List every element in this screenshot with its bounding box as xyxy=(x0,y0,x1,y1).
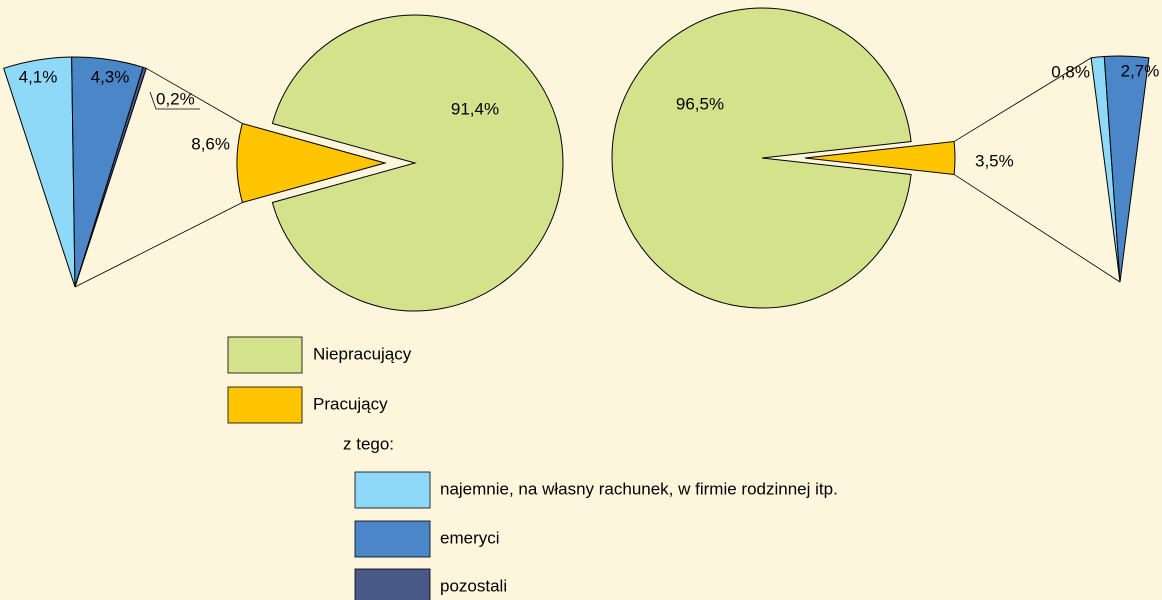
legend-label: Niepracujący xyxy=(313,344,412,363)
fan-label: 2,7% xyxy=(1121,61,1160,80)
label-leader xyxy=(149,91,200,110)
legend-label: pozostali xyxy=(440,576,507,595)
legend-swatch xyxy=(227,386,303,424)
pie-slice xyxy=(236,122,387,204)
legend-swatch xyxy=(354,520,431,558)
legend-label: emeryci xyxy=(440,528,500,547)
legend-swatch xyxy=(354,471,431,509)
fan-slice xyxy=(74,66,147,288)
fan-label: 0,2% xyxy=(156,89,195,108)
connector xyxy=(74,202,243,288)
pie-slice xyxy=(611,7,912,309)
pie-slice xyxy=(804,140,956,176)
legend-note: z tego: xyxy=(343,434,394,453)
legend-swatch xyxy=(354,568,431,600)
connector xyxy=(953,174,1121,283)
connector xyxy=(953,57,1092,142)
fan-label: 4,3% xyxy=(91,67,130,86)
legend-label: Pracujący xyxy=(313,394,388,413)
slice-label: 3,5% xyxy=(975,151,1014,170)
slice-label: 96,5% xyxy=(676,94,724,113)
fan-label: 4,1% xyxy=(19,67,58,86)
legend-swatch xyxy=(227,336,303,374)
fan-slice xyxy=(1103,55,1150,283)
slice-label: 91,4% xyxy=(451,99,499,118)
connector xyxy=(146,67,243,124)
legend-label: najemnie, na własny rachunek, w firmie r… xyxy=(440,479,838,498)
slice-label: 8,6% xyxy=(191,134,230,153)
pie-slice xyxy=(271,14,564,312)
